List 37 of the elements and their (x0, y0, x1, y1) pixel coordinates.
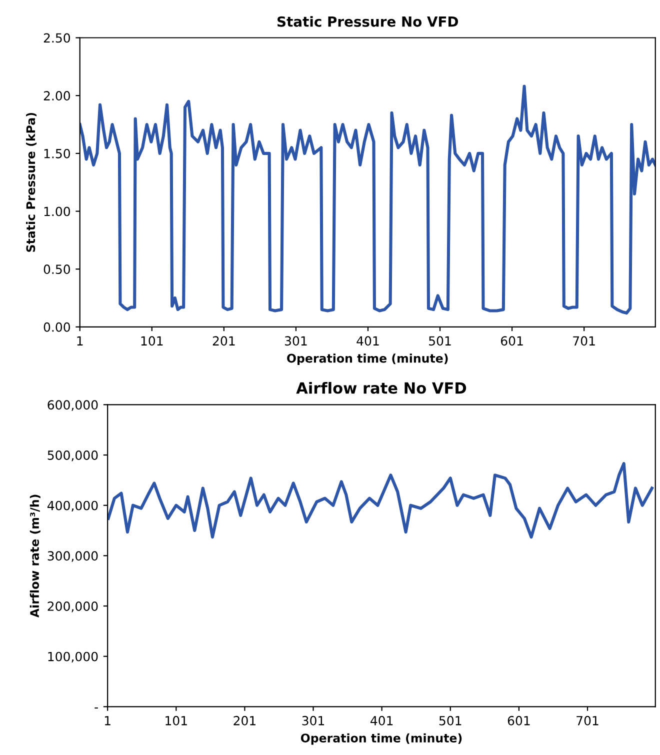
x-tick-label: 201 (212, 336, 235, 346)
y-tick-label: 0.00 (44, 322, 70, 332)
x-tick-label: 401 (370, 716, 393, 726)
chart-title: Static Pressure No VFD (278, 16, 458, 27)
y-tick-label: 2.50 (44, 33, 70, 43)
y-axis-title: Airflow rate (m³/h) (30, 494, 40, 618)
line-series (108, 462, 654, 539)
x-tick-label: 1 (104, 716, 110, 726)
x-tick-label: 101 (166, 716, 187, 726)
x-tick-label: 1 (77, 336, 83, 346)
y-tick-label: 0.50 (44, 264, 70, 274)
x-axis-title: Operation time (minute) (300, 733, 462, 745)
y-tick-label: 200,000 (48, 601, 98, 612)
y-tick-label: 600,000 (48, 400, 98, 411)
y-tick-label: 400,000 (47, 500, 98, 512)
x-tick-label: 701 (573, 336, 595, 346)
x-tick-label: 401 (356, 336, 379, 346)
x-axis-title: Operation time (minute) (287, 354, 448, 366)
y-tick-label: 2.00 (44, 91, 70, 101)
x-tick-label: 701 (576, 716, 598, 726)
x-tick-label: 501 (429, 336, 451, 346)
chart-title: Airflow rate No VFD (296, 382, 466, 394)
x-tick-label: 601 (500, 336, 523, 346)
y-tick-label: 100,000 (48, 652, 98, 663)
x-tick-label: 601 (508, 716, 530, 726)
y-axis-title: Static Pressure (kPa) (26, 112, 37, 252)
y-tick-label: - (94, 708, 98, 709)
y-tick-label: 500,000 (48, 450, 98, 462)
x-tick-label: 301 (302, 716, 324, 726)
x-tick-label: 301 (284, 336, 307, 346)
x-tick-label: 501 (439, 716, 462, 726)
y-tick-label: 1.00 (44, 206, 70, 216)
x-tick-label: 101 (141, 336, 163, 346)
line-series (80, 84, 656, 315)
x-tick-label: 201 (234, 716, 256, 726)
y-tick-label: 1.50 (44, 148, 70, 158)
y-tick-label: 300,000 (48, 551, 98, 562)
